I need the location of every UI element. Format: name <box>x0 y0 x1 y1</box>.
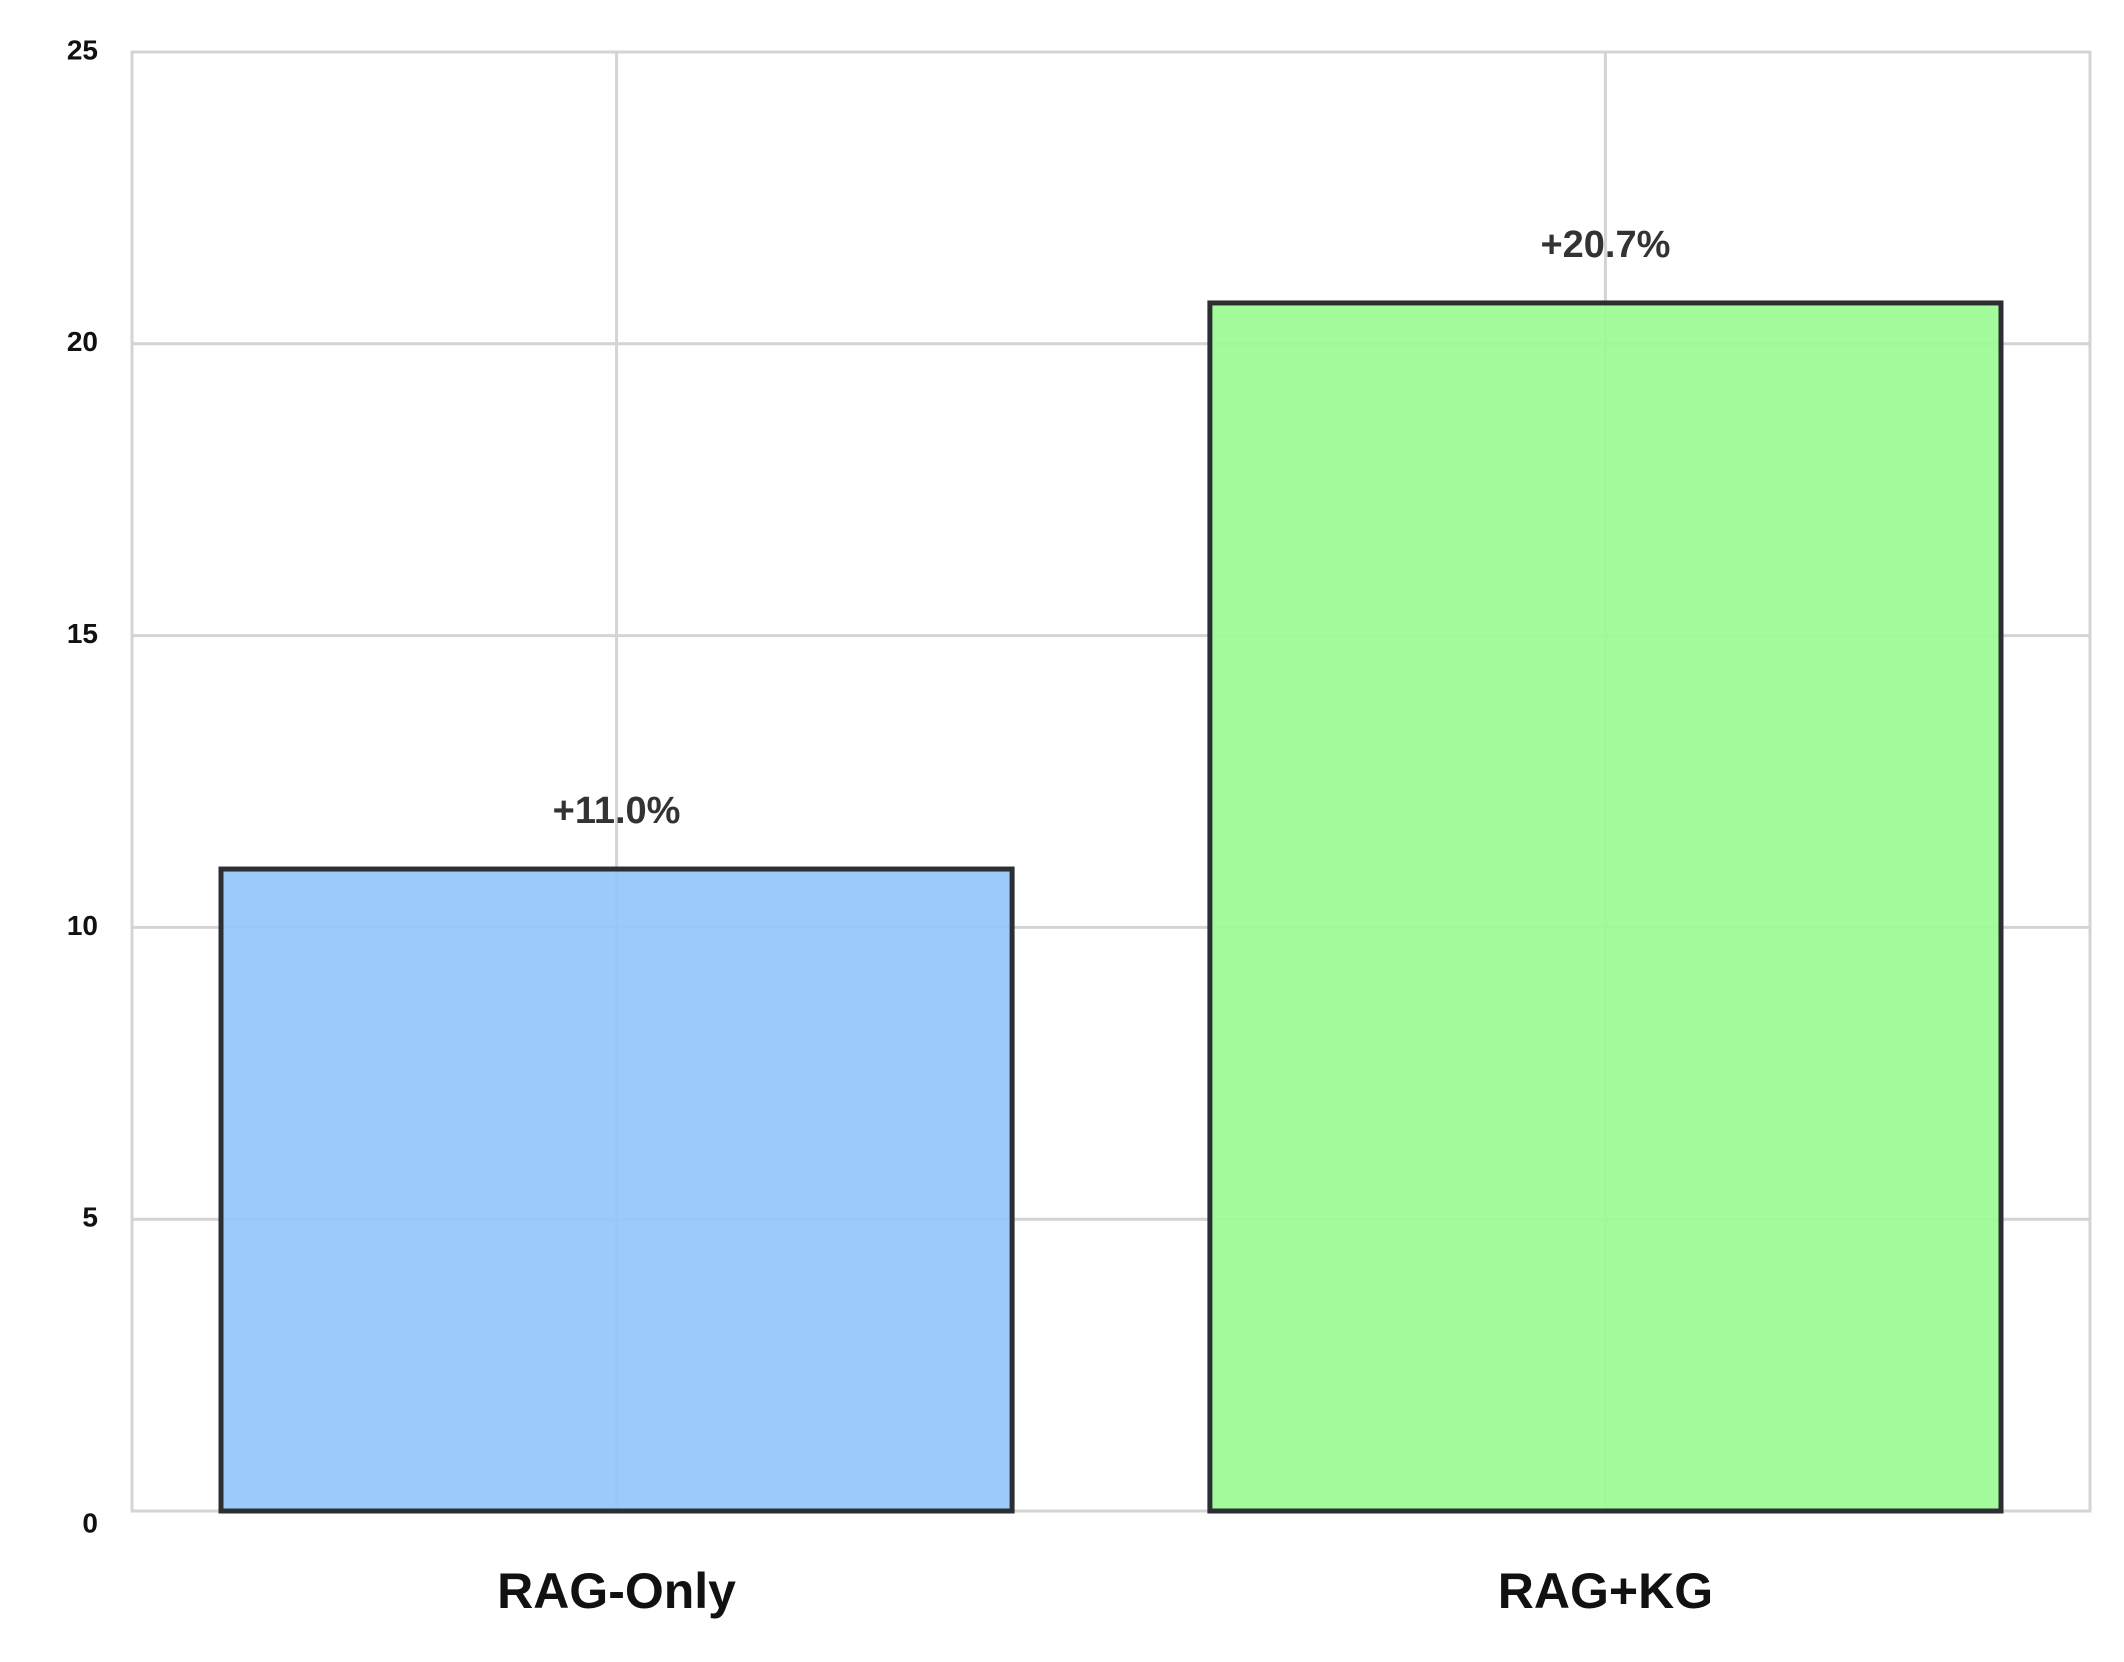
bar <box>218 866 1015 1514</box>
value-label: +20.7% <box>1540 224 1670 266</box>
y-tick-label: 10 <box>67 910 98 941</box>
y-tick-label: 5 <box>82 1202 98 1233</box>
y-tick-label: 15 <box>67 618 98 649</box>
bar <box>1207 300 2004 1514</box>
x-tick-label: RAG+KG <box>1498 1563 1713 1619</box>
value-label: +11.0% <box>553 790 681 832</box>
y-tick-label: 0 <box>82 1507 98 1538</box>
plot-frame <box>130 50 2092 1513</box>
y-tick-label: 20 <box>67 326 98 357</box>
y-tick-label: 25 <box>67 34 98 65</box>
x-tick-label: RAG-Only <box>497 1563 736 1619</box>
